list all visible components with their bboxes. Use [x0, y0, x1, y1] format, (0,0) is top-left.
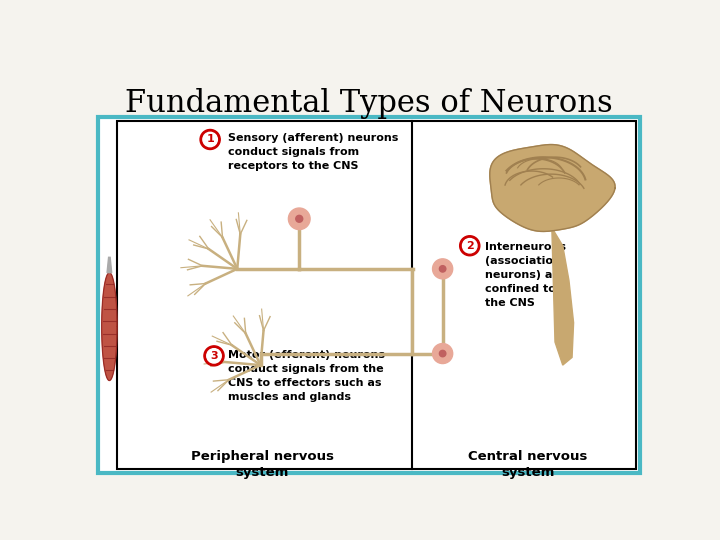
Circle shape: [433, 259, 453, 279]
Text: Motor (efferent) neurons
conduct signals from the
CNS to effectors such as
muscl: Motor (efferent) neurons conduct signals…: [228, 350, 385, 402]
Text: Fundamental Types of Neurons: Fundamental Types of Neurons: [125, 88, 613, 119]
Text: 1: 1: [206, 134, 214, 145]
Circle shape: [200, 130, 220, 150]
Bar: [98, 117, 640, 473]
Polygon shape: [102, 273, 117, 381]
Text: Peripheral nervous
system: Peripheral nervous system: [191, 450, 333, 479]
Circle shape: [433, 343, 453, 363]
Text: 3: 3: [210, 351, 218, 361]
Circle shape: [459, 236, 480, 256]
Circle shape: [439, 266, 446, 272]
Circle shape: [207, 349, 221, 363]
Text: Central nervous
system: Central nervous system: [468, 450, 588, 479]
Bar: [117, 121, 636, 469]
Text: Sensory (afferent) neurons
conduct signals from
receptors to the CNS: Sensory (afferent) neurons conduct signa…: [228, 132, 398, 171]
Circle shape: [296, 215, 302, 222]
Circle shape: [462, 239, 477, 253]
Circle shape: [439, 350, 446, 357]
Polygon shape: [552, 231, 574, 365]
Polygon shape: [107, 257, 112, 273]
Text: Interneurons
(association
neurons) are
confined to
the CNS: Interneurons (association neurons) are c…: [485, 242, 566, 308]
Text: 2: 2: [466, 241, 474, 251]
Circle shape: [204, 346, 224, 366]
Circle shape: [203, 132, 217, 147]
Polygon shape: [490, 145, 615, 232]
Circle shape: [289, 208, 310, 230]
